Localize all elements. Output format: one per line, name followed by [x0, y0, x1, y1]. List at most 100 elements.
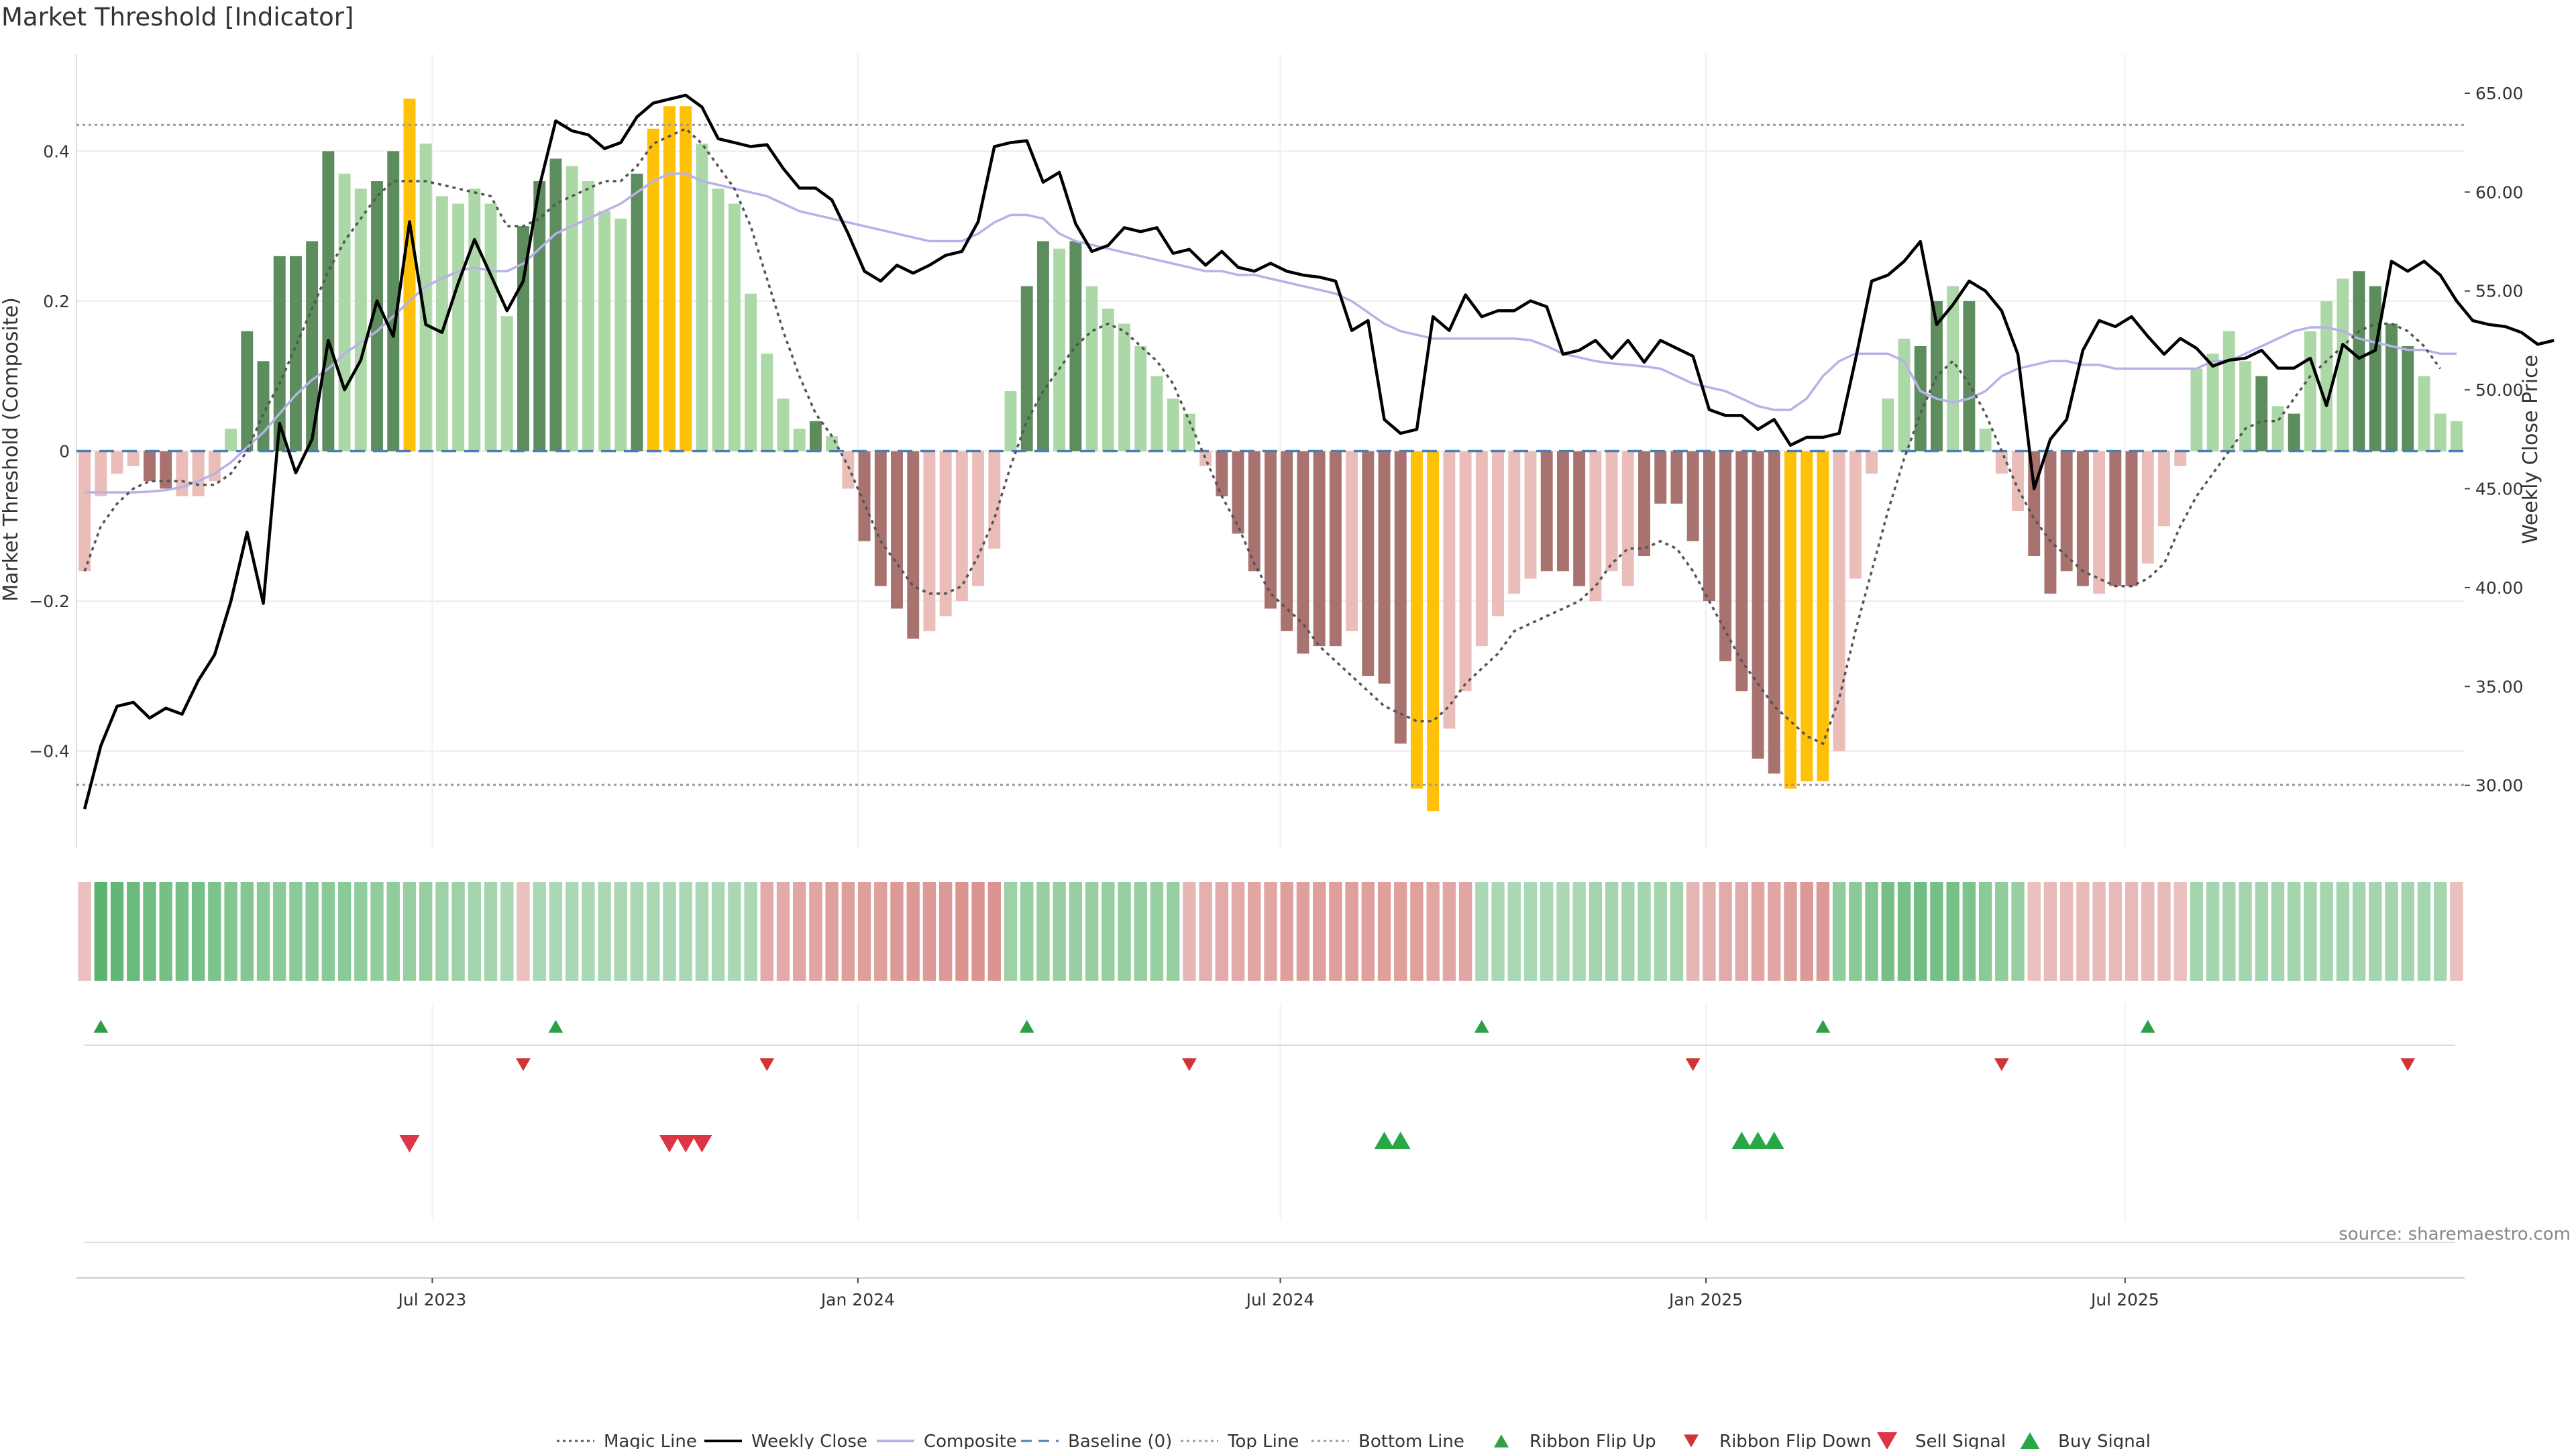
ribbon-cell [256, 882, 270, 981]
composite-bar [761, 354, 773, 451]
ribbon-cell [793, 882, 806, 981]
legend-item: Weekly Close [704, 1432, 867, 1449]
ribbon-cell [582, 882, 595, 981]
ribbon-flip-down-marker [1685, 1058, 1701, 1071]
composite-bar [322, 151, 335, 451]
composite-bar [582, 181, 594, 451]
y-axis-label-right: Weekly Close Price [2519, 355, 2542, 544]
composite-bar [1475, 451, 1488, 647]
composite-bar [176, 451, 189, 496]
composite-bar [1118, 323, 1131, 451]
ribbon-cell [1102, 882, 1115, 981]
composite-bar [1947, 286, 1960, 451]
ribbon-cell [419, 882, 433, 981]
y-tick-label: −0.2 [29, 592, 70, 611]
ribbon-cell [1881, 882, 1894, 981]
composite-bar [728, 203, 741, 451]
ribbon-cell [1768, 882, 1781, 981]
ribbon-cell [1215, 882, 1229, 981]
composite-bar [1085, 286, 1098, 451]
composite-bar [1963, 301, 1976, 451]
composite-bar [1849, 451, 1862, 579]
composite-bar [939, 451, 952, 616]
y2-tick-label: 65.00 [2475, 84, 2524, 103]
ribbon-cell [2401, 882, 2414, 981]
legend-swatch [1877, 1432, 1897, 1449]
x-tick-label: Jan 2025 [1668, 1290, 1743, 1309]
composite-bar [1459, 451, 1472, 692]
composite-bar [1621, 451, 1634, 586]
composite-bar [1216, 451, 1228, 496]
composite-bar [1492, 451, 1505, 616]
ribbon-cell [1735, 882, 1748, 981]
ribbon-flip-up-marker [2140, 1020, 2155, 1033]
composite-bar [2288, 413, 2300, 451]
ribbon-cell [517, 882, 530, 981]
composite-bar [891, 451, 903, 609]
ribbon-cell [1053, 882, 1066, 981]
composite-bar [1102, 309, 1114, 451]
ribbon-cell [1442, 882, 1456, 981]
composite-bar [2076, 451, 2089, 586]
ribbon-cell [760, 882, 773, 981]
ribbon-cell [1946, 882, 1960, 981]
ribbon-cell [1361, 882, 1375, 981]
ribbon-flip-up-marker [1474, 1020, 1489, 1033]
legend: Magic Line Weekly Close Composite Baseline … [557, 1432, 2151, 1449]
source-text: source: sharemaestro.com [2339, 1224, 2571, 1244]
ribbon-cell [2352, 882, 2366, 981]
ribbon-cell [1458, 882, 1472, 981]
ribbon-cell [1962, 882, 1976, 981]
composite-bar [1362, 451, 1375, 676]
composite-bar [2385, 323, 2398, 451]
ribbon-flip-up-marker [548, 1020, 564, 1033]
ribbon-cell [630, 882, 644, 981]
ribbon-cell [2304, 882, 2317, 981]
ribbon-cell [2108, 882, 2123, 981]
ribbon-cell [484, 882, 498, 981]
ribbon-cell [1751, 882, 1765, 981]
ribbon-cell [1248, 882, 1261, 981]
legend-label: Ribbon Flip Up [1529, 1432, 1656, 1449]
composite-line [85, 172, 2457, 494]
ribbon-cell [809, 882, 822, 981]
composite-bar [1265, 451, 1277, 609]
ribbon-cell [2336, 882, 2350, 981]
ribbon-cell [1670, 882, 1684, 981]
composite-bar [2109, 451, 2122, 586]
composite-bar [777, 398, 790, 451]
composite-bar [1150, 376, 1163, 451]
composite-bar [1524, 451, 1537, 579]
ribbon-flip-up-marker [1815, 1020, 1831, 1033]
ribbon-cell [663, 882, 676, 981]
ribbon-cell [224, 882, 237, 981]
ribbon-cell [1832, 882, 1846, 981]
composite-bar [2418, 376, 2430, 451]
ribbon-cell [273, 882, 286, 981]
ribbon-cell [143, 882, 156, 981]
ribbon-cell [175, 882, 189, 981]
composite-bar [289, 256, 302, 451]
ribbon-cell [825, 882, 839, 981]
buy-signal-marker [1390, 1131, 1411, 1150]
composite-bar [2174, 451, 2187, 466]
x-tick-label: Jul 2023 [397, 1290, 467, 1309]
legend-label: Composite [924, 1432, 1017, 1449]
ribbon-cell [598, 882, 611, 981]
ribbon-cell [2059, 882, 2074, 981]
composite-bar [663, 106, 676, 451]
sell-signal-marker [676, 1134, 696, 1153]
ribbon-cell [1183, 882, 1196, 981]
composite-bar [1183, 413, 1195, 451]
ribbon-cell [1686, 882, 1700, 981]
ribbon-cell [695, 882, 709, 981]
ribbon-cell [1800, 882, 1813, 981]
ribbon-cell [2157, 882, 2171, 981]
buy-signal-marker [1748, 1131, 1768, 1150]
composite-bar [2320, 301, 2333, 451]
composite-bar [1313, 451, 1326, 647]
ribbon-cell [1231, 882, 1245, 981]
ribbon-cell [435, 882, 449, 981]
composite-bar [809, 421, 822, 451]
ribbon-cell [208, 882, 221, 981]
